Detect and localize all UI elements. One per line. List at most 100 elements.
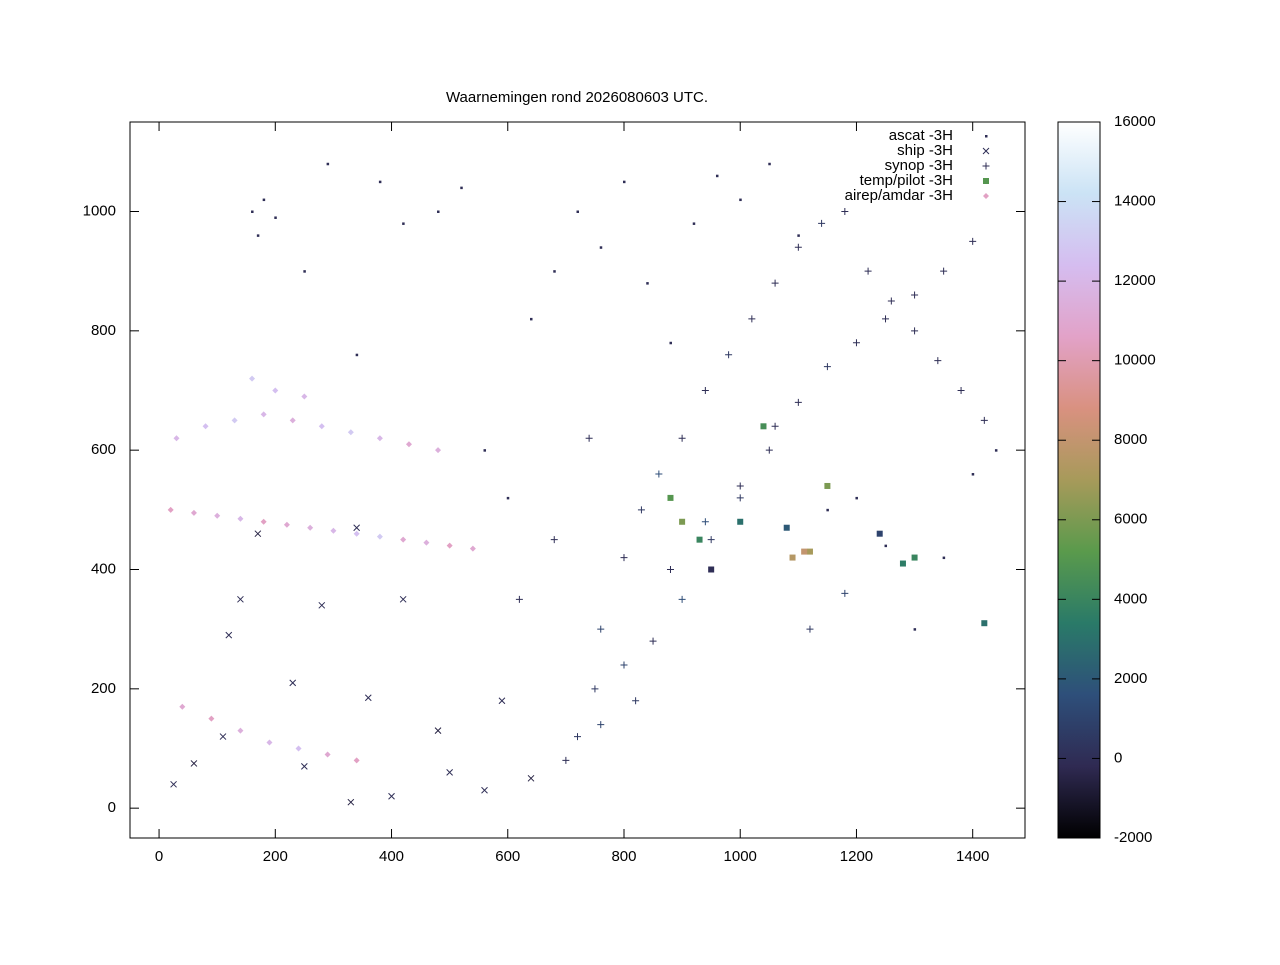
marker — [423, 539, 430, 546]
marker — [225, 631, 233, 639]
point — [806, 625, 814, 633]
point — [347, 429, 354, 436]
point — [980, 416, 988, 424]
point — [353, 524, 361, 532]
marker — [911, 327, 919, 335]
marker — [823, 363, 831, 371]
marker — [574, 733, 581, 741]
marker — [231, 417, 238, 424]
colorbar-tick-label: 4000 — [1114, 590, 1147, 607]
point — [806, 548, 813, 555]
marker — [794, 398, 802, 406]
point — [852, 339, 860, 347]
point — [597, 721, 605, 729]
point — [289, 417, 296, 424]
marker — [400, 536, 407, 543]
marker — [405, 441, 412, 448]
marker — [515, 595, 523, 603]
marker — [262, 198, 266, 202]
marker — [498, 697, 506, 705]
marker — [469, 545, 476, 552]
point — [797, 234, 800, 237]
y-tick-label: 400 — [91, 560, 116, 577]
marker — [307, 524, 314, 531]
point — [983, 178, 989, 184]
legend-label: synop -3H — [885, 157, 953, 174]
point — [437, 210, 440, 213]
point — [266, 739, 273, 746]
marker — [666, 566, 674, 573]
point — [237, 727, 244, 734]
point — [969, 237, 977, 245]
point — [378, 180, 382, 184]
marker — [736, 482, 744, 490]
marker — [983, 193, 989, 199]
point — [435, 447, 442, 454]
legend-label: ship -3H — [897, 142, 953, 159]
point — [585, 434, 593, 442]
colorbar — [1057, 121, 1101, 839]
marker — [190, 760, 198, 767]
marker — [260, 518, 267, 525]
point — [249, 375, 256, 382]
point — [620, 661, 628, 669]
marker — [597, 721, 605, 729]
marker — [736, 494, 744, 502]
marker — [887, 297, 895, 305]
marker — [692, 222, 696, 225]
marker — [446, 769, 453, 776]
marker — [649, 637, 657, 645]
point — [760, 423, 767, 430]
marker — [326, 162, 330, 166]
point — [400, 536, 407, 543]
marker — [771, 422, 779, 430]
marker — [318, 423, 325, 430]
y-tick-label: 200 — [91, 680, 116, 697]
point — [823, 363, 831, 371]
point — [254, 530, 262, 538]
x-tick-label: 800 — [611, 848, 636, 865]
point — [899, 560, 906, 567]
point — [256, 234, 260, 237]
point — [295, 745, 302, 752]
marker — [170, 780, 177, 788]
x-tick-label: 200 — [263, 848, 288, 865]
y-tick-label: 0 — [108, 799, 116, 816]
point — [214, 512, 221, 519]
marker — [173, 435, 180, 442]
marker — [251, 210, 254, 213]
point — [707, 536, 715, 544]
point — [940, 267, 948, 275]
marker — [355, 353, 359, 357]
marker — [678, 595, 686, 603]
point — [274, 216, 277, 219]
point — [882, 315, 890, 323]
marker — [202, 423, 209, 430]
point — [679, 518, 686, 525]
marker — [446, 542, 453, 549]
marker — [669, 341, 672, 345]
marker — [460, 186, 463, 190]
point — [739, 198, 742, 202]
marker — [301, 393, 308, 400]
point — [771, 422, 779, 430]
point — [913, 628, 917, 631]
point — [982, 162, 990, 170]
marker — [324, 751, 331, 758]
point — [301, 393, 308, 400]
point — [736, 482, 744, 490]
marker — [237, 595, 244, 603]
marker — [701, 518, 709, 526]
marker — [715, 174, 719, 178]
marker — [347, 798, 355, 806]
point — [353, 530, 360, 537]
marker — [783, 524, 790, 531]
marker — [725, 351, 733, 359]
marker — [667, 494, 674, 501]
marker — [388, 792, 395, 800]
point — [957, 387, 965, 394]
point — [219, 733, 227, 740]
point — [353, 757, 360, 764]
marker — [562, 756, 570, 764]
point — [225, 631, 233, 639]
